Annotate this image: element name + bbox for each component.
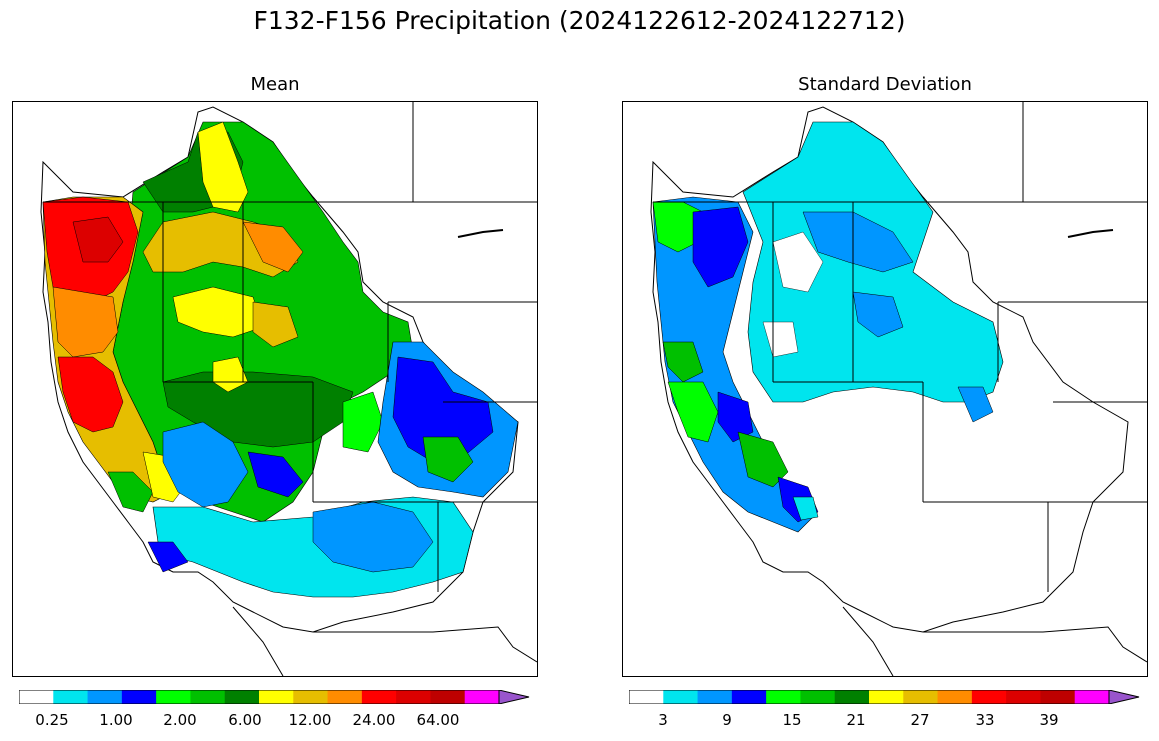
mean-tick-label: 6.00 (228, 711, 262, 729)
stddev-colorbar-swatch (731, 690, 767, 704)
stddev-tick-label: 33 (975, 711, 995, 729)
stddev-colorbar-swatch (800, 690, 836, 704)
mean-tick-label: 2.00 (163, 711, 197, 729)
stddev-colorbar-svg (628, 689, 1140, 705)
mean-panel-title: Mean (250, 74, 300, 95)
mean-tick-label: 64.00 (416, 711, 460, 729)
stddev-colorbar-swatch (1074, 690, 1110, 704)
stddev-tick-label: 9 (722, 711, 732, 729)
mean-tick-label: 1.00 (99, 711, 133, 729)
mean-colorbar-swatch (19, 690, 54, 704)
stddev-colorbar-swatch (697, 690, 733, 704)
mean-colorbar-swatch (53, 690, 89, 704)
mean-colorbar-svg (18, 689, 530, 705)
mean-colorbar-swatch (156, 690, 191, 704)
stddev-colorbar-swatch (1006, 690, 1041, 704)
mean-colorbar-swatches (19, 690, 500, 704)
stddev-colorbar-swatch (869, 690, 904, 704)
mean-colorbar-swatch (259, 690, 294, 704)
stddev-colorbar-swatch (629, 690, 664, 704)
stddev-tick-label: 27 (910, 711, 930, 729)
stddev-colorbar-swatches (629, 690, 1110, 704)
stddev-colorbar-swatch (834, 690, 870, 704)
figure-title: F132-F156 Precipitation (2024122612-2024… (253, 6, 906, 35)
mean-colorbar-swatch (224, 690, 260, 704)
mean-colorbar-swatch (396, 690, 431, 704)
mean-colorbar-swatch (361, 690, 397, 704)
stddev-map-canvas (650, 102, 1147, 676)
mean-colorbar-swatch (464, 690, 500, 704)
mean-tick-label: 24.00 (352, 711, 396, 729)
stddev-colorbar (628, 689, 1141, 708)
mean-colorbar (18, 689, 531, 708)
stddev-tick-label: 15 (782, 711, 802, 729)
stddev-colorbar-swatch (766, 690, 801, 704)
mean-map-canvas (40, 102, 537, 676)
stddev-tick-label: 3 (658, 711, 668, 729)
mean-tick-label: 12.00 (288, 711, 332, 729)
mean-colorbar-swatch (293, 690, 329, 704)
mean-colorbar-swatch (327, 690, 363, 704)
mean-colorbar-swatch (430, 690, 466, 704)
mean-colorbar-swatch (121, 690, 157, 704)
stddev-colorbar-swatch (1040, 690, 1076, 704)
stddev-tick-label: 39 (1039, 711, 1059, 729)
stddev-colorbar-swatch (903, 690, 939, 704)
stddev-colorbar-swatch (663, 690, 699, 704)
mean-colorbar-swatch (87, 690, 123, 704)
stddev-colorbar-swatch (937, 690, 973, 704)
stddev-map (622, 101, 1148, 677)
mean-tick-label: 0.25 (35, 711, 69, 729)
stddev-tick-label: 21 (846, 711, 866, 729)
mean-map (12, 101, 538, 677)
stddev-colorbar-swatch (971, 690, 1007, 704)
stddev-panel-title: Standard Deviation (798, 74, 972, 95)
mean-colorbar-swatch (190, 690, 226, 704)
